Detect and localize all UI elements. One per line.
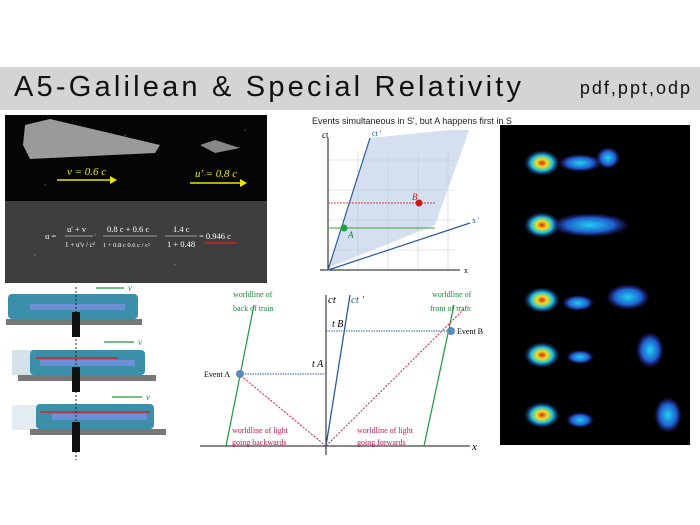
event-a-dot — [236, 370, 244, 378]
axis-x: x — [464, 266, 468, 275]
axis-x-prime: x ' — [472, 216, 480, 225]
title-bar: A5-Galilean & Special Relativity pdf,ppt… — [0, 67, 700, 110]
train-image: v v v — [6, 283, 166, 460]
velocity-label: v — [138, 337, 142, 347]
u-prime-label: u' = 0.8 c — [195, 168, 237, 180]
eq-lhs: u = — [45, 231, 56, 241]
v-label: v = 0.6 c — [67, 166, 106, 178]
small-ship — [200, 140, 240, 153]
axis-ct-prime: ct ' — [351, 294, 365, 306]
eq-f3-den: 1 + 0.48 — [167, 239, 195, 249]
eq-f2-num: 0.8 c + 0.6 c — [107, 224, 149, 234]
eq-f3-num: 1.4 c — [173, 224, 190, 234]
light-forward-label: worldline of light — [357, 426, 414, 435]
velocity-label: v — [128, 283, 132, 293]
t-b-label: t B — [332, 319, 343, 330]
light-forward-label: going forwards — [357, 438, 406, 447]
axis-ct: ct — [322, 130, 329, 140]
eq-f2-den: 1 + 0.8 c 0.6 c / c² — [103, 242, 150, 249]
light-back-label: worldline of light — [232, 426, 289, 435]
eq-result: = 0.946 c — [199, 231, 231, 241]
minkowski-diagram-bottom: x ct ct ' Event A Event B t A t B worldl… — [200, 290, 483, 455]
event-a-label: A — [347, 230, 354, 240]
event-b-dot — [447, 327, 455, 335]
event-b-label: B — [412, 192, 418, 202]
front-train-label: worldline of — [432, 290, 472, 299]
heatmap-rows — [524, 147, 682, 433]
back-train-label: worldline of — [233, 290, 273, 299]
minkowski-diagram-top: ct x ct ' x ' B A — [320, 130, 480, 275]
eq-f1-num: u' + v — [67, 224, 87, 234]
event-a-dot — [340, 224, 348, 232]
train-2 — [12, 350, 156, 381]
star-destroyer — [23, 119, 160, 159]
formats-label: pdf,ppt,odp — [579, 78, 692, 98]
back-train-label: back of train — [233, 304, 273, 313]
spaceship-velocity-image: v = 0.6 c u' = 0.8 c u = u' + v 1 + u'v … — [5, 115, 267, 283]
axis-ct-prime: ct ' — [372, 130, 382, 138]
velocity-label: v — [146, 392, 150, 402]
t-a-label: t A — [312, 359, 324, 370]
event-b-dot — [415, 199, 423, 207]
axis-ct: ct — [328, 294, 337, 306]
front-train-label: front of train — [430, 304, 471, 313]
heatmap-image — [500, 125, 690, 445]
train-3 — [12, 404, 166, 435]
event-b-label: Event B — [457, 327, 483, 336]
page-title: A5-Galilean & Special Relativity — [14, 71, 525, 103]
eq-f1-den: 1 + u'v / c² — [65, 241, 95, 249]
axis-x: x — [471, 441, 477, 453]
event-a-label: Event A — [204, 370, 230, 379]
light-back-label: going backwards — [232, 438, 286, 447]
diagram-caption: Events simultaneous in S', but A happens… — [312, 116, 512, 126]
